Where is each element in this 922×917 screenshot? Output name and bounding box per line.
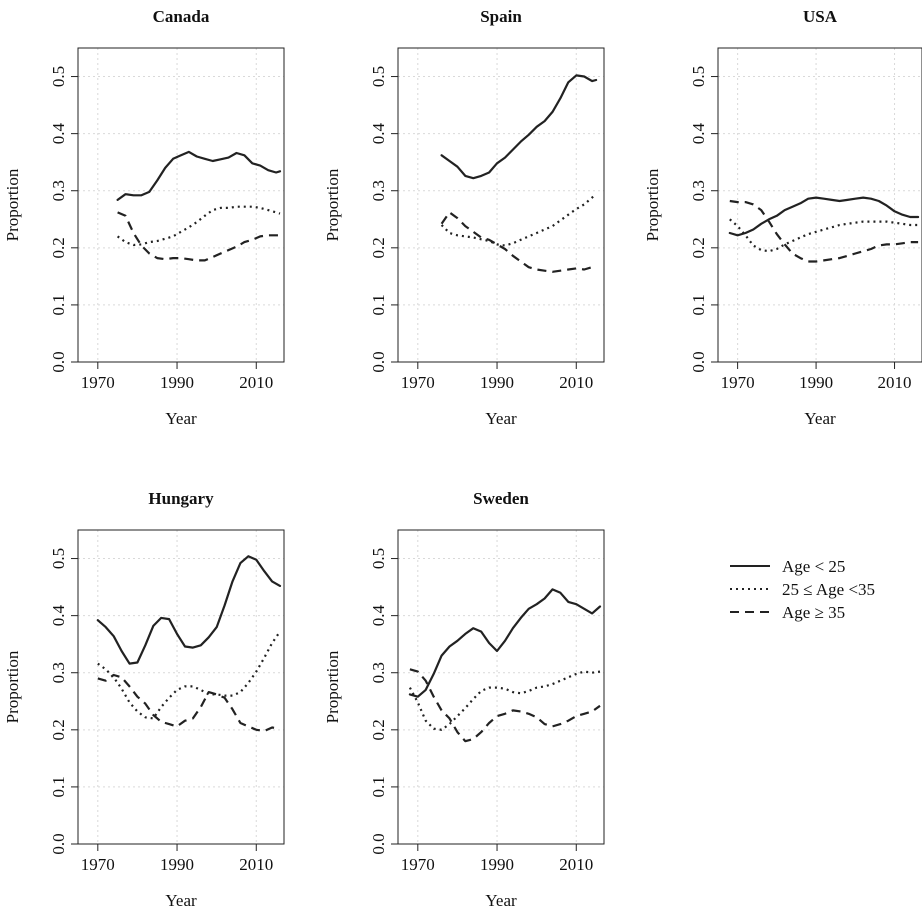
y-tick-label: 0.3 xyxy=(49,662,68,683)
plot-frame xyxy=(77,529,285,845)
y-tick-label: 0.2 xyxy=(49,719,68,740)
series-line-solid xyxy=(116,150,282,201)
plot-frame xyxy=(717,47,922,363)
y-tick-label: 0.5 xyxy=(689,66,708,87)
x-axis-label: Year xyxy=(485,891,517,910)
x-tick-label: 1970 xyxy=(81,373,115,392)
x-tick-label: 1970 xyxy=(401,855,435,874)
legend: Age < 25 25 ≤ Age <35 Age ≥ 35 xyxy=(730,557,875,622)
legend-label-dotted: 25 ≤ Age <35 xyxy=(782,580,875,599)
series-line-dashed xyxy=(440,211,597,273)
y-axis-label: Proportion xyxy=(323,168,342,241)
series-line-dashed xyxy=(97,673,281,733)
y-tick-label: 0.5 xyxy=(49,548,68,569)
y-axis-label: Proportion xyxy=(3,650,22,723)
panel-canada: 1970 1990 2010 0.0 0.1 0.2 0.3 0.4 0.5 Canada Year… xyxy=(3,7,285,428)
series-line-dashed xyxy=(117,211,280,262)
x-tick-label: 2010 xyxy=(559,855,593,874)
y-axis-label: Proportion xyxy=(323,650,342,723)
panel-usa: 1970 1990 2010 0.0 0.1 0.2 0.3 0.4 0.5 USA Year Pro… xyxy=(643,7,922,428)
series-line-dotted xyxy=(729,218,919,253)
y-tick-label: 0.0 xyxy=(689,351,708,372)
y-tick-label: 0.4 xyxy=(49,123,68,145)
y-tick-label: 0.2 xyxy=(49,237,68,258)
x-tick-label: 1990 xyxy=(799,373,833,392)
y-tick-label: 0.4 xyxy=(369,123,388,145)
panel-sweden: 1970 1990 2010 0.0 0.1 0.2 0.3 0.4 0.5 Sweden Year… xyxy=(323,489,605,910)
x-tick-label: 2010 xyxy=(239,855,273,874)
y-axis-label: Proportion xyxy=(3,168,22,241)
y-tick-label: 0.3 xyxy=(369,180,388,201)
y-tick-label: 0.1 xyxy=(49,776,68,797)
x-tick-label: 1970 xyxy=(81,855,115,874)
x-axis-label: Year xyxy=(804,409,836,428)
y-tick-label: 0.3 xyxy=(689,180,708,201)
legend-label-dashed: Age ≥ 35 xyxy=(782,603,845,622)
y-tick-label: 0.4 xyxy=(49,605,68,627)
series-line-dotted xyxy=(408,670,601,731)
y-tick-label: 0.3 xyxy=(369,662,388,683)
x-tick-label: 1990 xyxy=(480,855,514,874)
y-tick-label: 0.2 xyxy=(689,237,708,258)
panel-title: Sweden xyxy=(473,489,529,508)
y-tick-label: 0.1 xyxy=(49,294,68,315)
y-tick-label: 0.1 xyxy=(369,776,388,797)
plot-frame xyxy=(77,47,285,363)
x-tick-label: 2010 xyxy=(559,373,593,392)
panel-title: Canada xyxy=(153,7,210,26)
y-tick-label: 0.5 xyxy=(369,66,388,87)
y-tick-label: 0.0 xyxy=(369,833,388,854)
y-tick-label: 0.1 xyxy=(369,294,388,315)
series-line-solid xyxy=(96,555,282,665)
y-tick-label: 0.5 xyxy=(49,66,68,87)
series-line-dotted xyxy=(440,193,597,247)
series-line-dashed xyxy=(729,199,919,263)
y-tick-label: 0.2 xyxy=(369,719,388,740)
y-tick-label: 0.4 xyxy=(369,605,388,627)
y-tick-label: 0.4 xyxy=(689,123,708,145)
x-tick-label: 1970 xyxy=(401,373,435,392)
x-tick-label: 1990 xyxy=(160,373,194,392)
legend-label-solid: Age < 25 xyxy=(782,557,845,576)
y-tick-label: 0.2 xyxy=(369,237,388,258)
series-line-dotted xyxy=(97,630,281,720)
y-tick-label: 0.0 xyxy=(49,833,68,854)
plot-frame xyxy=(397,529,605,845)
panel-spain: 1970 1990 2010 0.0 0.1 0.2 0.3 0.4 0.5 Spain Year P… xyxy=(323,7,605,428)
series-line-solid xyxy=(440,74,598,180)
x-tick-label: 1990 xyxy=(480,373,514,392)
x-tick-label: 1990 xyxy=(160,855,194,874)
y-tick-label: 0.5 xyxy=(369,548,388,569)
panel-title: USA xyxy=(803,7,838,26)
series-line-dotted xyxy=(116,205,281,247)
series-line-solid xyxy=(728,196,920,237)
plot-frame xyxy=(397,47,605,363)
y-axis-label: Proportion xyxy=(643,168,662,241)
y-tick-label: 0.0 xyxy=(369,351,388,372)
panel-title: Hungary xyxy=(148,489,214,508)
x-axis-label: Year xyxy=(485,409,517,428)
series-line-dashed xyxy=(409,668,601,743)
series-line-solid xyxy=(408,588,602,698)
x-axis-label: Year xyxy=(165,409,197,428)
y-tick-label: 0.1 xyxy=(689,294,708,315)
x-tick-label: 1970 xyxy=(721,373,755,392)
x-axis-label: Year xyxy=(165,891,197,910)
panel-hungary: 1970 1990 2010 0.0 0.1 0.2 0.3 0.4 0.5 Hungary Yea… xyxy=(3,489,285,910)
panel-title: Spain xyxy=(480,7,522,26)
y-tick-label: 0.3 xyxy=(49,180,68,201)
x-tick-label: 2010 xyxy=(878,373,912,392)
x-tick-label: 2010 xyxy=(239,373,273,392)
y-tick-label: 0.0 xyxy=(49,351,68,372)
